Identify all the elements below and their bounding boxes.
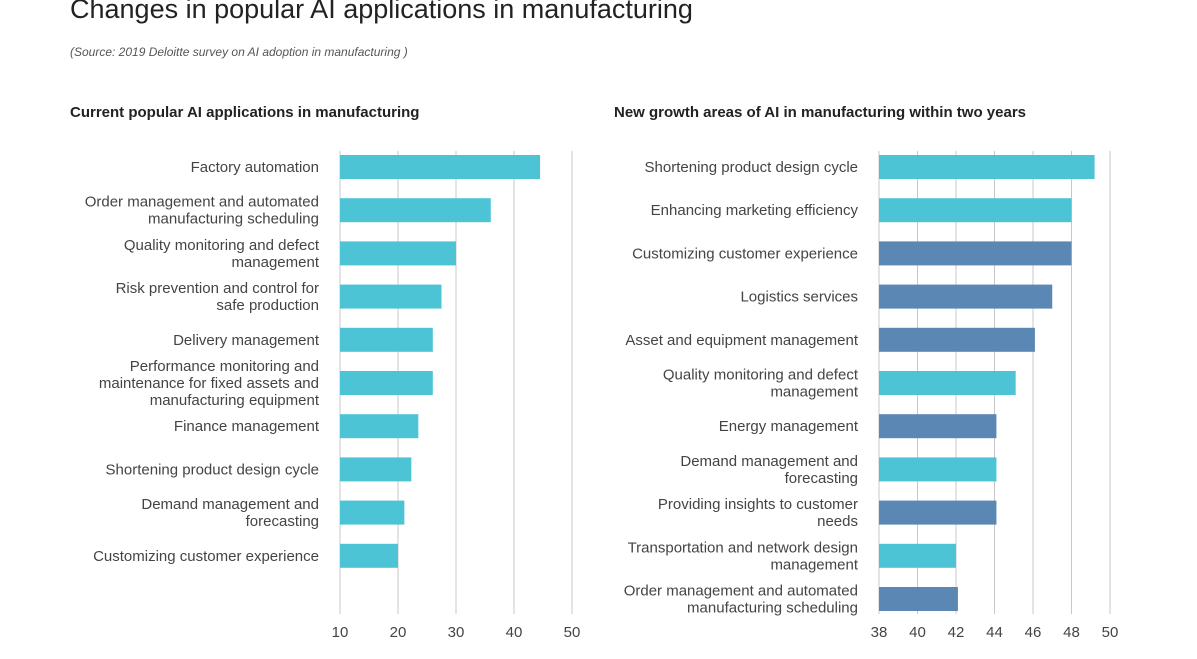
right-category-label: Order management and automated [624,583,858,600]
left-category-label: Factory automation [191,159,319,176]
left-category-label: manufacturing scheduling [148,211,319,228]
page-title: Changes in popular AI applications in ma… [70,0,693,24]
left-category-label: management [231,254,319,271]
right-category-label: Quality monitoring and defect [663,367,859,384]
right-x-tick-label: 48 [1063,624,1080,641]
left-bar [340,241,456,266]
right-category-label: Energy management [719,418,859,435]
right-bar [879,457,997,482]
left-bar [340,543,398,568]
left-category-label: Delivery management [173,332,320,349]
left-x-tick-label: 50 [564,624,581,641]
right-category-label: Enhancing marketing efficiency [651,202,859,219]
left-category-label: Risk prevention and control for [116,280,319,297]
right-category-label: Transportation and network design [628,539,858,556]
left-x-tick-label: 10 [332,624,349,641]
right-category-label: Providing insights to customer [658,496,858,513]
right-x-tick-label: 50 [1102,624,1119,641]
left-category-label: Shortening product design cycle [106,461,319,478]
left-category-label: forecasting [246,513,319,530]
right-category-label: management [770,384,858,401]
right-bar [879,241,1072,266]
left-category-label: maintenance for fixed assets and [99,375,319,392]
right-x-tick-label: 38 [871,624,888,641]
right-category-label: Logistics services [740,289,858,306]
right-x-tick-label: 42 [948,624,965,641]
right-category-label: needs [817,513,858,530]
right-bar [879,198,1072,223]
left-category-label: Performance monitoring and [130,358,319,375]
right-bar [879,327,1035,352]
left-category-label: safe production [216,297,319,314]
left-category-label: Finance management [174,418,320,435]
right-bar [879,587,958,611]
right-chart-title: New growth areas of AI in manufacturing … [614,104,1027,121]
left-category-label: manufacturing equipment [150,392,320,409]
right-category-label: Demand management and [680,453,858,470]
left-category-label: Order management and automated [85,194,319,211]
right-bar [879,543,956,568]
right-bar [879,155,1095,179]
left-bar [340,500,405,525]
right-x-tick-label: 46 [1025,624,1042,641]
left-x-tick-label: 30 [448,624,465,641]
chart-source-note: (Source: 2019 Deloitte survey on AI adop… [70,45,408,59]
left-bar [340,155,541,179]
left-category-label: Quality monitoring and defect [124,237,320,254]
right-bar [879,284,1053,309]
left-category-label: Demand management and [141,496,319,513]
left-bar [340,284,442,309]
right-category-label: Customizing customer experience [632,245,858,262]
right-category-label: manufacturing scheduling [687,600,858,617]
left-bar [340,457,412,482]
right-bar [879,371,1016,395]
left-bar [340,198,491,223]
right-bar [879,414,997,439]
left-bar [340,327,433,352]
left-bar [340,414,419,439]
left-x-tick-label: 40 [506,624,523,641]
right-category-label: forecasting [785,470,858,487]
right-category-label: Asset and equipment management [625,332,858,349]
right-category-label: Shortening product design cycle [645,159,858,176]
left-category-label: Customizing customer experience [93,548,319,565]
right-category-label: management [770,556,858,573]
left-chart-title: Current popular AI applications in manuf… [70,104,420,121]
left-x-tick-label: 20 [390,624,407,641]
right-x-tick-label: 40 [909,624,926,641]
left-bar [340,371,433,395]
right-bar [879,500,997,525]
right-x-tick-label: 44 [986,624,1003,641]
